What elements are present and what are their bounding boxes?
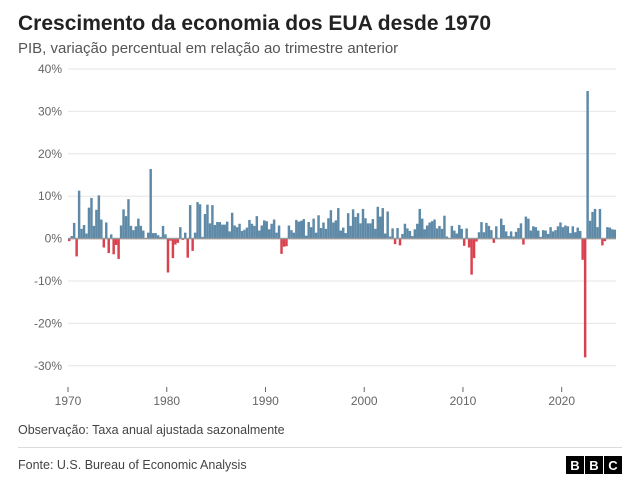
chart-card: Crescimento da economia dos EUA desde 19… xyxy=(0,0,640,484)
chart-area: -30% -20% -10% 0% 10% 20% 30% 40% 1970 1980 1990 20… xyxy=(18,63,622,415)
bbc-logo-letter: C xyxy=(604,456,622,474)
svg-text:-30%: -30% xyxy=(34,359,62,373)
chart-note: Observação: Taxa anual ajustada sazonalm… xyxy=(18,423,622,437)
svg-text:1970: 1970 xyxy=(55,394,82,408)
svg-text:2020: 2020 xyxy=(548,394,575,408)
svg-text:10%: 10% xyxy=(38,189,62,203)
footer: Fonte: U.S. Bureau of Economic Analysis … xyxy=(18,456,622,474)
divider xyxy=(18,447,622,448)
chart-title: Crescimento da economia dos EUA desde 19… xyxy=(18,12,622,36)
svg-text:-10%: -10% xyxy=(34,274,62,288)
svg-text:2010: 2010 xyxy=(450,394,477,408)
bar-chart: -30% -20% -10% 0% 10% 20% 30% 40% 1970 1980 1990 20… xyxy=(18,63,622,415)
svg-text:2000: 2000 xyxy=(351,394,378,408)
bbc-logo-letter: B xyxy=(585,456,603,474)
svg-text:30%: 30% xyxy=(38,104,62,118)
chart-subtitle: PIB, variação percentual em relação ao t… xyxy=(18,40,622,57)
bbc-logo-letter: B xyxy=(566,456,584,474)
svg-text:40%: 40% xyxy=(38,63,62,76)
svg-text:1990: 1990 xyxy=(252,394,279,408)
svg-text:0%: 0% xyxy=(45,232,63,246)
svg-text:20%: 20% xyxy=(38,147,62,161)
bbc-logo: BBC xyxy=(566,456,622,474)
svg-text:1980: 1980 xyxy=(153,394,180,408)
source-label: Fonte: U.S. Bureau of Economic Analysis xyxy=(18,458,247,472)
svg-text:-20%: -20% xyxy=(34,316,62,330)
